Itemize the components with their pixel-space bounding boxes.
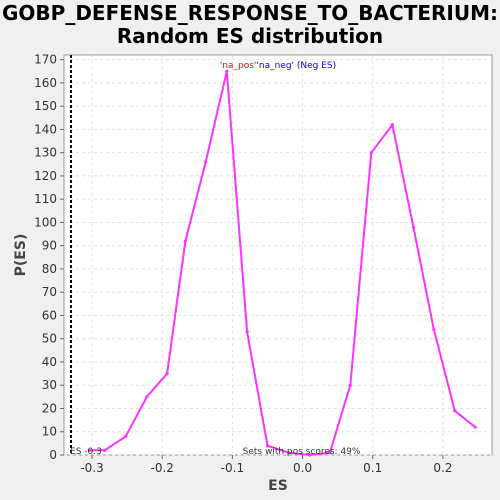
y-tick-label: 80 — [42, 262, 57, 276]
legend-pos-label: 'na_pos' — [220, 61, 257, 71]
data-point — [411, 225, 416, 229]
y-tick-label: 30 — [42, 378, 57, 392]
data-point — [265, 444, 270, 448]
y-tick-label: 170 — [34, 53, 57, 67]
x-tick-label: 0.1 — [363, 461, 382, 475]
x-axis-ticks: -0.3 -0.2 -0.1 0.0 0.1 0.2 — [80, 455, 452, 475]
title-line-2: Random ES distribution — [116, 24, 384, 48]
y-tick-label: 140 — [34, 122, 57, 136]
y-tick-label: 40 — [42, 355, 57, 369]
plot-area — [63, 54, 493, 456]
data-point — [145, 395, 149, 399]
x-tick-label: -0.1 — [221, 461, 244, 475]
y-tick-label: 100 — [34, 215, 57, 229]
x-tick-label: -0.2 — [151, 461, 174, 475]
x-tick-label: 0.2 — [433, 461, 452, 475]
legend: 'na_pos''na_neg' (Neg ES) — [220, 61, 336, 71]
title-line-1: GOBP_DEFENSE_RESPONSE_TO_BACTERIUM: — [2, 1, 498, 25]
y-tick-label: 90 — [42, 239, 57, 253]
data-point — [432, 327, 436, 332]
chart-title: GOBP_DEFENSE_RESPONSE_TO_BACTERIUM: Rand… — [0, 2, 500, 48]
y-tick-label: 20 — [42, 401, 57, 415]
y-tick-label: 70 — [42, 285, 57, 299]
data-point — [307, 453, 312, 457]
y-tick-label: 0 — [49, 448, 57, 462]
grid-lines — [64, 55, 492, 456]
y-tick-label: 120 — [34, 169, 57, 183]
data-point — [286, 451, 291, 455]
series-line — [89, 71, 476, 457]
y-tick-label: 60 — [42, 308, 57, 322]
data-point — [328, 451, 332, 455]
data-point — [225, 69, 229, 73]
data-point — [473, 425, 477, 429]
data-point — [245, 330, 249, 334]
sets-annotation: Sets with pos scores: 49% — [243, 447, 361, 457]
data-point — [183, 239, 187, 243]
y-axis-title: P(ES) — [13, 234, 29, 277]
y-tick-label: 50 — [42, 332, 57, 346]
data-point — [348, 383, 352, 387]
data-point — [87, 448, 91, 452]
es-marker-label: ES -0.3 — [70, 447, 102, 457]
y-tick-label: 110 — [34, 192, 57, 206]
data-point — [165, 372, 169, 376]
data-point — [390, 123, 394, 127]
data-point — [103, 448, 107, 452]
y-tick-label: 160 — [34, 76, 57, 90]
y-tick-label: 130 — [34, 146, 57, 160]
data-point — [124, 434, 128, 438]
y-axis-ticks: 0 10 20 30 40 50 60 70 80 90 100 110 120 130 140 150 160… — [34, 53, 64, 462]
x-tick-label: -0.3 — [80, 461, 103, 475]
data-point — [453, 409, 457, 413]
y-tick-label: 10 — [42, 425, 57, 439]
x-tick-label: 0.0 — [293, 461, 312, 475]
data-point — [204, 160, 208, 164]
legend-neg-label: 'na_neg' (Neg ES) — [256, 61, 336, 71]
series-points — [87, 69, 477, 457]
data-point — [369, 151, 373, 155]
x-axis-title: ES — [268, 478, 288, 494]
y-tick-label: 150 — [34, 99, 57, 113]
